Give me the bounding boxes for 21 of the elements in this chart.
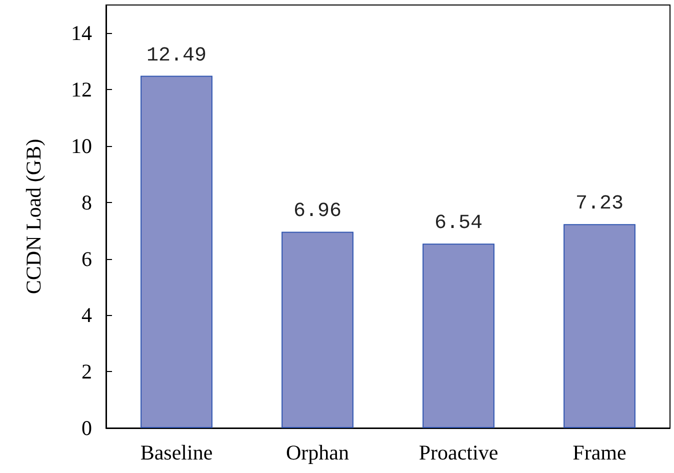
- y-tick-label: 8: [82, 190, 92, 214]
- bar: [564, 224, 636, 428]
- data-label: 7.23: [575, 192, 624, 216]
- y-axis-title: CCDN Load (GB): [22, 138, 46, 294]
- x-tick-label: Proactive: [418, 440, 498, 464]
- y-tick-label: 2: [82, 360, 92, 384]
- y-tick-label: 6: [82, 246, 92, 271]
- y-tick-label: 10: [71, 134, 92, 158]
- bar: [140, 76, 212, 428]
- x-tick-label: Orphan: [286, 440, 350, 464]
- data-label: 6.54: [434, 212, 483, 236]
- x-tick-label: Baseline: [140, 440, 213, 464]
- y-tick-label: 14: [71, 21, 92, 46]
- bar: [282, 232, 354, 428]
- y-tick-label: 12: [71, 78, 92, 102]
- x-tick-label: Frame: [572, 440, 626, 464]
- data-label: 12.49: [146, 44, 207, 68]
- data-label: 6.96: [293, 200, 342, 224]
- bar: [422, 244, 494, 428]
- y-tick-label: 4: [82, 303, 92, 328]
- y-tick-label: 0: [82, 416, 92, 440]
